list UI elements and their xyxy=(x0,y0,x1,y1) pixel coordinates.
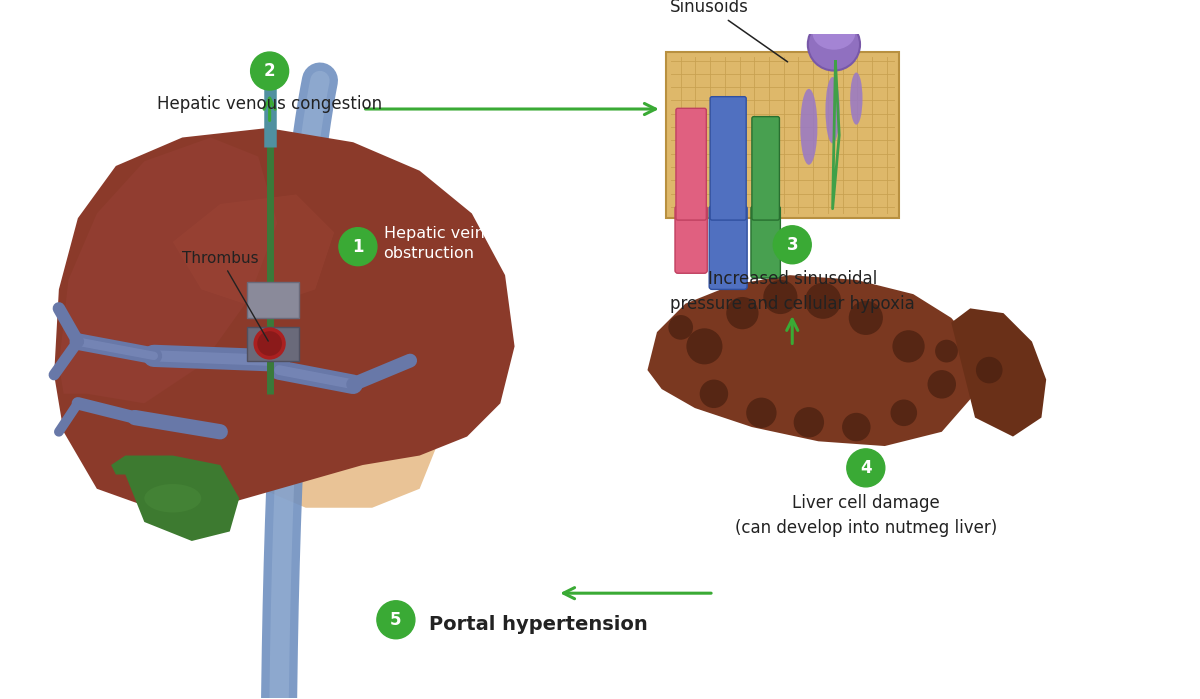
Text: 2: 2 xyxy=(264,62,276,80)
Text: Sinusoids: Sinusoids xyxy=(670,0,787,62)
Text: Increased sinusoidal
pressure and cellular hypoxia: Increased sinusoidal pressure and cellul… xyxy=(670,271,914,313)
Circle shape xyxy=(253,327,286,360)
Ellipse shape xyxy=(800,89,817,165)
Circle shape xyxy=(257,331,282,356)
Circle shape xyxy=(928,370,956,398)
Circle shape xyxy=(848,301,883,335)
Circle shape xyxy=(377,600,415,639)
Polygon shape xyxy=(648,275,979,446)
FancyBboxPatch shape xyxy=(247,282,299,318)
Polygon shape xyxy=(59,138,277,403)
Text: Thrombus: Thrombus xyxy=(182,251,269,341)
Polygon shape xyxy=(54,128,515,512)
Ellipse shape xyxy=(850,73,863,124)
Ellipse shape xyxy=(826,77,840,143)
Text: 3: 3 xyxy=(786,236,798,254)
Text: 5: 5 xyxy=(390,611,402,629)
Circle shape xyxy=(338,228,377,266)
Text: Portal hypertension: Portal hypertension xyxy=(430,615,648,634)
Circle shape xyxy=(935,340,958,363)
Text: Hepatic vein
obstruction: Hepatic vein obstruction xyxy=(384,226,485,261)
Circle shape xyxy=(890,400,917,426)
Circle shape xyxy=(726,297,758,329)
FancyBboxPatch shape xyxy=(752,117,780,220)
Text: Hepatic venous congestion: Hepatic venous congestion xyxy=(157,95,382,113)
Text: 4: 4 xyxy=(860,459,871,477)
Polygon shape xyxy=(952,308,1046,437)
Circle shape xyxy=(842,413,870,441)
FancyBboxPatch shape xyxy=(676,108,707,220)
Text: 1: 1 xyxy=(352,238,364,256)
Circle shape xyxy=(686,329,722,364)
Circle shape xyxy=(773,226,811,264)
Ellipse shape xyxy=(144,484,202,512)
FancyBboxPatch shape xyxy=(710,96,746,220)
Circle shape xyxy=(793,407,824,438)
FancyBboxPatch shape xyxy=(751,206,780,278)
Circle shape xyxy=(700,380,728,408)
Circle shape xyxy=(847,449,884,487)
FancyBboxPatch shape xyxy=(709,206,748,289)
Circle shape xyxy=(893,330,925,363)
Text: Liver cell damage
(can develop into nutmeg liver): Liver cell damage (can develop into nutm… xyxy=(734,493,997,537)
FancyBboxPatch shape xyxy=(247,327,299,361)
Polygon shape xyxy=(112,456,239,541)
FancyBboxPatch shape xyxy=(666,52,899,218)
FancyBboxPatch shape xyxy=(674,206,707,273)
Ellipse shape xyxy=(812,17,856,50)
Circle shape xyxy=(763,280,798,314)
Ellipse shape xyxy=(808,18,860,71)
Polygon shape xyxy=(173,194,334,308)
Circle shape xyxy=(746,398,776,428)
Circle shape xyxy=(976,356,1002,383)
Circle shape xyxy=(251,52,289,90)
Polygon shape xyxy=(202,366,439,507)
Circle shape xyxy=(668,315,694,340)
Circle shape xyxy=(805,283,841,319)
